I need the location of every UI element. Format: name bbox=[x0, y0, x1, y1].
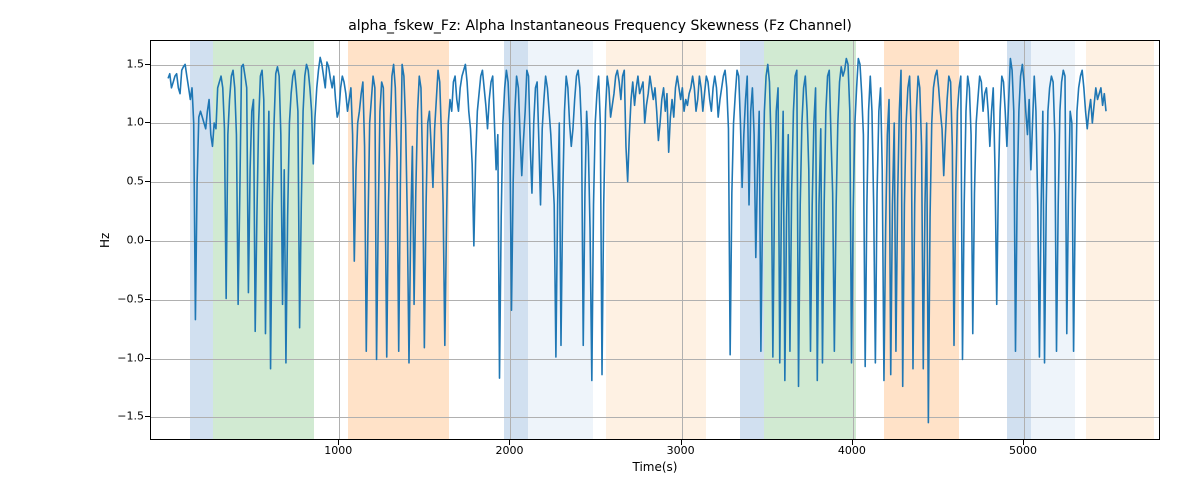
xtick-label: 3000 bbox=[667, 444, 695, 457]
ytick-mark bbox=[145, 358, 150, 359]
ytick-label: 1.0 bbox=[94, 116, 144, 129]
ytick-label: 0.0 bbox=[94, 234, 144, 247]
ytick-label: −0.5 bbox=[94, 292, 144, 305]
ytick-label: −1.5 bbox=[94, 410, 144, 423]
series-line bbox=[168, 57, 1106, 422]
xtick-label: 5000 bbox=[1009, 444, 1037, 457]
ytick-mark bbox=[145, 416, 150, 417]
xtick-label: 4000 bbox=[838, 444, 866, 457]
ytick-label: 0.5 bbox=[94, 175, 144, 188]
ytick-mark bbox=[145, 240, 150, 241]
ytick-mark bbox=[145, 181, 150, 182]
line-series bbox=[151, 41, 1159, 439]
ytick-mark bbox=[145, 122, 150, 123]
xtick-label: 1000 bbox=[324, 444, 352, 457]
xtick-label: 2000 bbox=[495, 444, 523, 457]
ytick-mark bbox=[145, 299, 150, 300]
x-axis-label: Time(s) bbox=[150, 460, 1160, 474]
ytick-mark bbox=[145, 64, 150, 65]
chart-title: alpha_fskew_Fz: Alpha Instantaneous Freq… bbox=[0, 18, 1200, 34]
ytick-label: −1.0 bbox=[94, 351, 144, 364]
ytick-label: 1.5 bbox=[94, 57, 144, 70]
figure: alpha_fskew_Fz: Alpha Instantaneous Freq… bbox=[0, 0, 1200, 500]
chart-axes bbox=[150, 40, 1160, 440]
